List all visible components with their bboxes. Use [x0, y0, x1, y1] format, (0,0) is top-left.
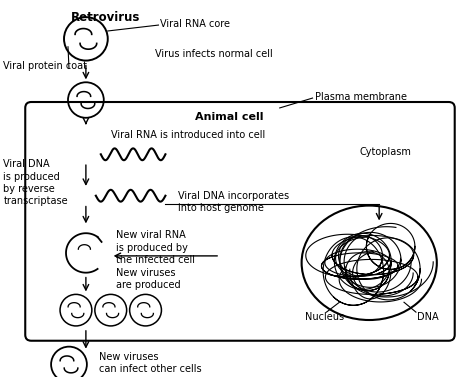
Text: Retrovirus: Retrovirus [71, 11, 140, 24]
Text: Viral DNA incorporates
into host genome: Viral DNA incorporates into host genome [178, 191, 290, 213]
FancyBboxPatch shape [25, 102, 455, 341]
Text: Viral RNA is introduced into cell: Viral RNA is introduced into cell [111, 130, 265, 139]
Text: Viral RNA core: Viral RNA core [161, 19, 230, 29]
Text: Plasma membrane: Plasma membrane [315, 92, 407, 102]
Text: New viral RNA
is produced by
the infected cell: New viral RNA is produced by the infecte… [116, 230, 195, 265]
Text: DNA: DNA [417, 312, 438, 322]
Text: Animal cell: Animal cell [195, 112, 264, 122]
Text: Viral DNA
is produced
by reverse
transcriptase: Viral DNA is produced by reverse transcr… [3, 159, 68, 207]
Ellipse shape [301, 206, 437, 320]
Text: Nucleus: Nucleus [305, 312, 344, 322]
Text: Cytoplasm: Cytoplasm [359, 147, 411, 157]
Text: New viruses
can infect other cells: New viruses can infect other cells [99, 352, 201, 374]
Text: Virus infects normal cell: Virus infects normal cell [155, 49, 273, 59]
Text: New viruses
are produced: New viruses are produced [116, 268, 180, 290]
Text: Viral protein coat: Viral protein coat [3, 61, 87, 70]
